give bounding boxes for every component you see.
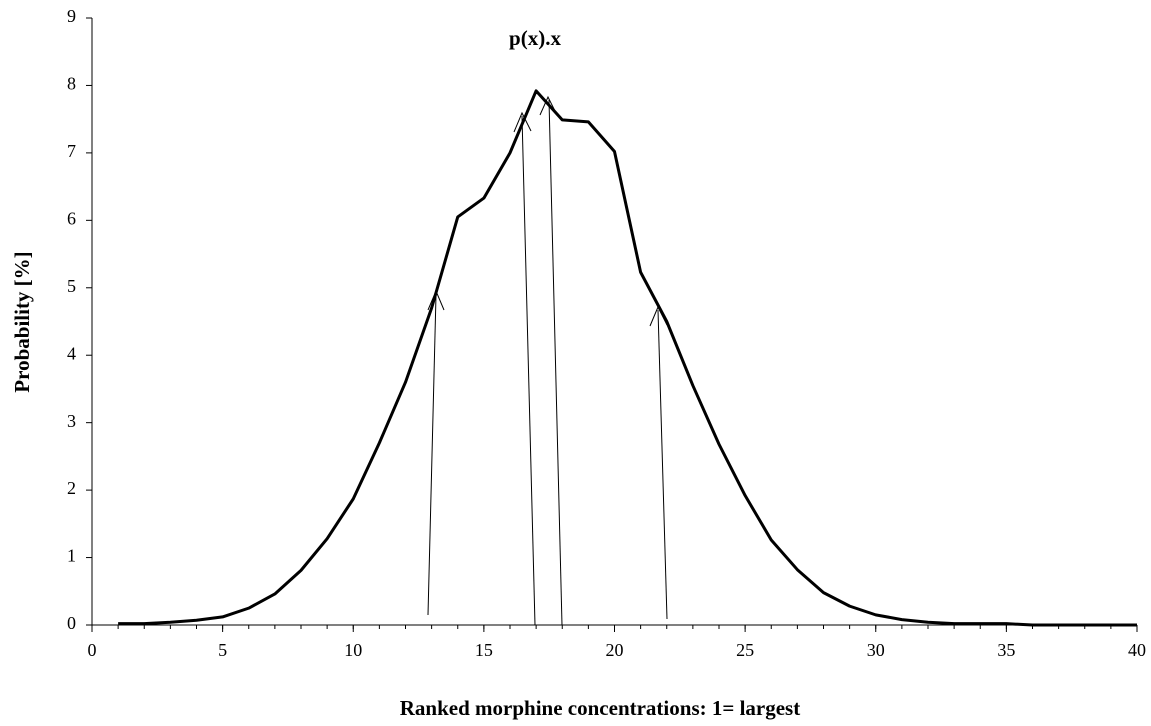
x-tick-label: 0: [88, 640, 97, 660]
y-tick-label: 1: [67, 546, 76, 566]
x-tick-label: 20: [606, 640, 624, 660]
annotation-arrows: [427, 95, 668, 626]
x-tick-label: 5: [218, 640, 227, 660]
y-tick-label: 9: [67, 6, 76, 26]
y-tick-label: 8: [67, 74, 76, 94]
x-tick-label: 30: [867, 640, 885, 660]
y-tick-label: 6: [67, 208, 76, 228]
x-tick-label: 35: [997, 640, 1015, 660]
x-tick-label: 10: [344, 640, 362, 660]
data-line: [118, 89, 1137, 627]
x-tick-label: 40: [1128, 640, 1146, 660]
y-tick-label: 4: [67, 343, 76, 363]
x-tick-label: 15: [475, 640, 493, 660]
y-tick-label: 5: [67, 276, 76, 296]
x-tick-label: 25: [736, 640, 754, 660]
x-axis-label: Ranked morphine concentrations: 1= large…: [400, 696, 800, 720]
chart-title: p(x).x: [509, 26, 561, 50]
y-tick-label: 7: [67, 141, 76, 161]
y-tick-label: 3: [67, 411, 76, 431]
y-axis-label: Probability [%]: [10, 251, 34, 392]
y-tick-label: 0: [67, 613, 76, 633]
y-tick-label: 2: [67, 478, 76, 498]
